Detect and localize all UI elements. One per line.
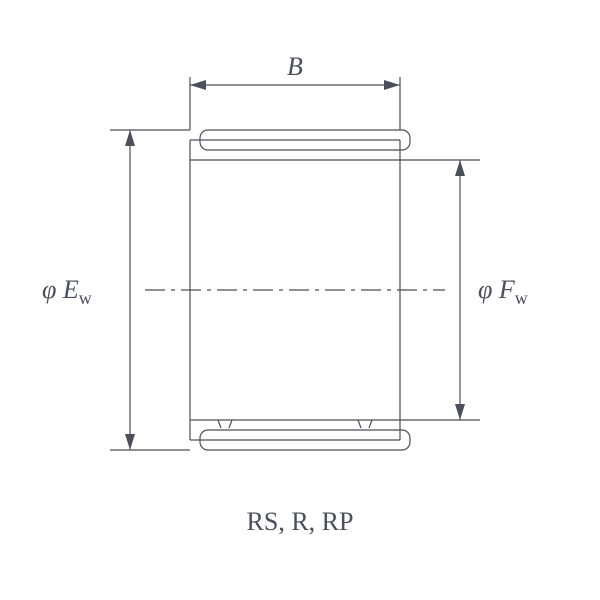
label-footer: RS, R, RP [247, 507, 354, 536]
label-Fw: φ Fw [478, 275, 528, 308]
label-Ew: φ Ew [42, 275, 92, 308]
label-B: B [287, 52, 303, 81]
bearing-diagram: Bφ Ew φ Fw RS, R, RP [0, 0, 600, 600]
